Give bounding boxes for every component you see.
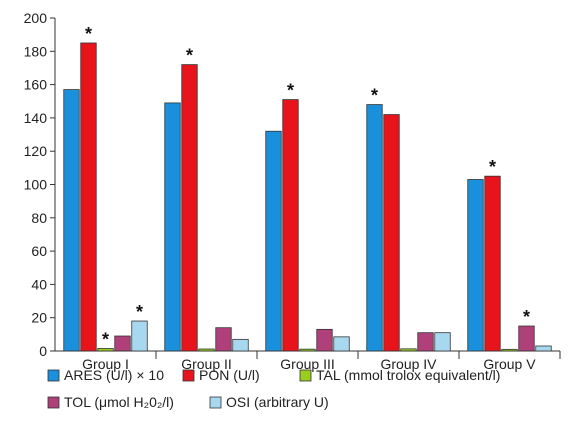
significance-star: *: [136, 302, 143, 322]
bar: [181, 64, 198, 352]
significance-star: *: [186, 46, 193, 66]
legend-swatch: [299, 369, 312, 382]
y-tick-label: 120: [24, 143, 48, 159]
significance-star: *: [102, 330, 109, 350]
legend-label: ARES (U/l) × 10: [64, 367, 164, 383]
bar: [484, 175, 501, 352]
y-tick-label: 200: [24, 10, 48, 26]
bar: [97, 348, 114, 352]
bar: [316, 328, 333, 352]
bar: [400, 348, 417, 352]
bar: [282, 99, 299, 352]
bar: [114, 335, 131, 352]
bar: [232, 338, 249, 352]
legend-label: TAL (mmol trolox equivalent/l): [316, 367, 500, 383]
bar: [383, 114, 400, 352]
y-tick-label: 40: [31, 276, 47, 292]
bar: [164, 102, 181, 352]
x-category-label: Group V: [483, 356, 536, 372]
bar: [467, 179, 484, 352]
bar: [265, 130, 282, 352]
bar: [80, 42, 97, 352]
y-tick-label: 20: [31, 310, 47, 326]
bar: [366, 104, 383, 352]
y-tick-label: 140: [24, 110, 48, 126]
y-tick-label: 60: [31, 243, 47, 259]
significance-star: *: [287, 81, 294, 101]
bar: [434, 332, 451, 352]
legend-label: PON (U/l): [199, 367, 260, 383]
legend-swatch: [182, 369, 195, 382]
bar: [198, 348, 215, 352]
x-category-label: Group IV: [380, 356, 437, 372]
significance-star: *: [523, 307, 530, 327]
y-tick-label: 100: [24, 177, 48, 193]
y-tick-label: 80: [31, 210, 47, 226]
legend-swatch: [47, 369, 60, 382]
legend-label: TOL (μmol H₂0₂/l): [64, 394, 174, 410]
x-category-label: Group III: [280, 356, 334, 372]
bar: [333, 336, 350, 352]
significance-star: *: [371, 86, 378, 106]
bar: [299, 348, 316, 352]
bar: [131, 320, 148, 352]
x-category-label: Group II: [181, 356, 232, 372]
legend-label: OSI (arbitrary U): [226, 394, 329, 410]
x-category-label: Group I: [82, 356, 129, 372]
bar: [518, 325, 535, 352]
bar: [63, 89, 80, 352]
bar: [215, 327, 232, 352]
y-tick-label: 0: [39, 343, 47, 359]
bar: [535, 345, 552, 352]
significance-star: *: [489, 157, 496, 177]
bar: [501, 348, 518, 352]
y-tick-label: 180: [24, 43, 48, 59]
legend-swatch: [47, 396, 60, 409]
legend-swatch: [209, 396, 222, 409]
y-tick-label: 160: [24, 77, 48, 93]
bar: [417, 332, 434, 352]
significance-star: *: [85, 24, 92, 44]
